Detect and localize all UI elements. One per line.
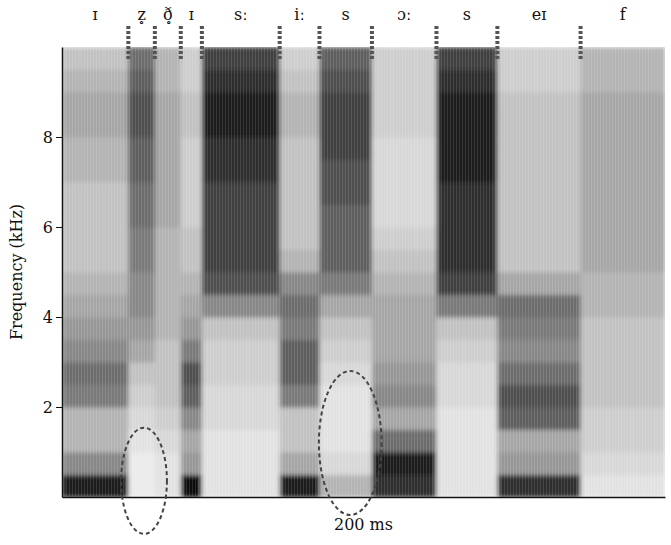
segment-boundary [579,26,583,60]
segment-label: z̥ [137,5,145,25]
segment-boundary [126,26,130,60]
segment-boundary [179,26,183,60]
segment-label: eɪ [532,5,547,24]
segment-boundary [434,26,438,60]
segment-boundary [317,26,321,60]
plot-area [62,47,665,497]
segment-boundary [495,26,499,60]
highlights [121,371,381,534]
y-tick-label: 6 [43,218,53,237]
segment-boundary [278,26,282,60]
highlight-ellipse [121,428,167,534]
spectrogram-svg: 2 4 6 8 Frequency (kHz) 200 ms ɪ z̥ ð̥ ɪ sː iː s ɔː s e… [0,0,671,545]
y-tick-label: 8 [43,128,53,147]
segment-boundary [370,26,374,60]
segment-label: s [463,5,471,24]
segment-boundaries [128,26,580,60]
y-tick-label: 2 [43,398,53,417]
y-tick-mark [56,227,62,228]
x-axis [63,497,666,498]
texture [62,47,665,497]
y-tick-mark [56,407,62,408]
chart-container: 2 4 6 8 Frequency (kHz) 200 ms ɪ z̥ ð̥ ɪ sː iː s ɔː s e… [0,0,671,545]
x-axis-line [63,497,666,499]
y-axis-title: Frequency (kHz) [7,204,26,340]
y-tick: 4 [43,308,62,327]
segment-labels: ɪ z̥ ð̥ ɪ sː iː s ɔː s eɪ f [93,5,627,25]
segment-label: s [342,5,350,24]
segment-label: f [620,5,627,24]
segment-boundary [153,26,157,60]
x-axis-title: 200 ms [334,515,393,534]
y-tick-mark [56,317,62,318]
spectral-cells [62,47,665,497]
highlight-ellipse [319,371,382,515]
segment-label: ð̥ [163,5,173,25]
segment-label: ɔː [397,5,411,24]
segment-label: ɪ [93,5,98,24]
segment-label: ɪ [189,5,194,24]
y-tick: 2 [43,398,62,417]
y-tick-mark [56,137,62,138]
y-axis: 2 4 6 8 [43,48,63,498]
y-tick: 8 [43,128,62,147]
y-tick-label: 4 [43,308,53,327]
y-tick: 6 [43,218,62,237]
segment-label: sː [234,5,248,24]
segment-label: iː [294,5,305,24]
segment-boundary [200,26,204,60]
y-axis-line [62,48,64,498]
